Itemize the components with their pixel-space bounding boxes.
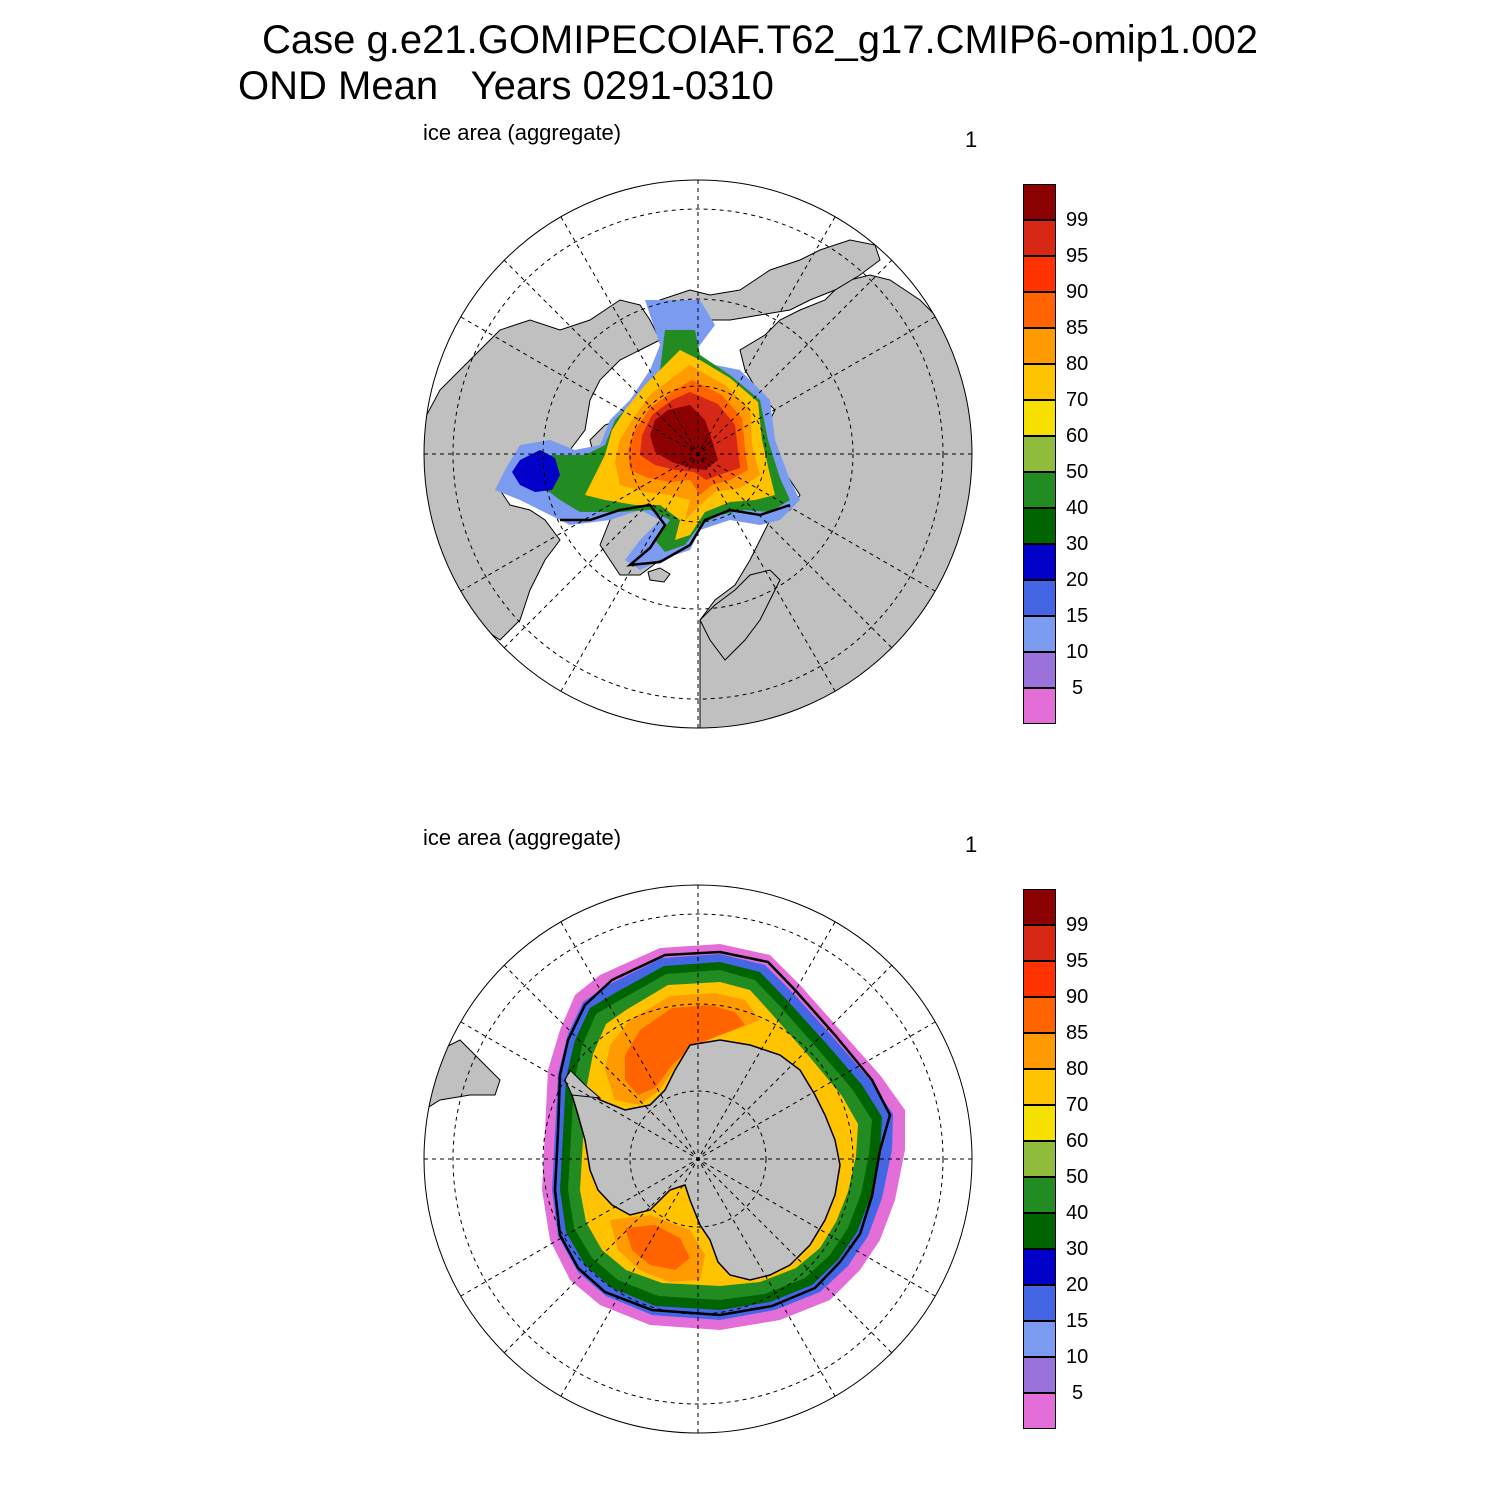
north-polar-map bbox=[423, 179, 973, 729]
south-colorbar-swatch bbox=[1023, 961, 1056, 997]
north-colorbar-tick-label: 99 bbox=[1066, 209, 1089, 231]
north-colorbar-tick-label: 85 bbox=[1066, 317, 1089, 339]
south-colorbar-swatch bbox=[1023, 997, 1056, 1033]
north-colorbar-swatch bbox=[1023, 436, 1056, 472]
south-observed-ice-edge bbox=[553, 950, 892, 1317]
south-colorbar-swatch bbox=[1023, 1177, 1056, 1213]
south-colorbar-tick-label: 50 bbox=[1066, 1166, 1089, 1188]
north-ice-hudson-bay bbox=[512, 450, 560, 492]
north-colorbar-tick-label: 50 bbox=[1066, 461, 1089, 483]
north-colorbar-swatch bbox=[1023, 184, 1056, 220]
north-colorbar-swatch bbox=[1023, 580, 1056, 616]
north-map-border bbox=[423, 179, 973, 729]
north-colorbar-swatch bbox=[1023, 508, 1056, 544]
north-land-scandinavia bbox=[699, 569, 781, 661]
north-colorbar-swatch bbox=[1023, 364, 1056, 400]
north-colorbar-tick-label: 20 bbox=[1066, 569, 1089, 591]
south-colorbar-tick-label: 10 bbox=[1066, 1346, 1089, 1368]
north-land-iceland bbox=[647, 567, 671, 583]
south-colorbar-swatch bbox=[1023, 1321, 1056, 1357]
south-colorbar-tick-label: 85 bbox=[1066, 1022, 1089, 1044]
south-colorbar-tick-label: 90 bbox=[1066, 986, 1089, 1008]
south-colorbar-tick-label: 99 bbox=[1066, 914, 1089, 936]
south-ice-band-weddell-red bbox=[625, 1225, 690, 1270]
south-graticule bbox=[424, 885, 972, 1433]
south-colorbar-tick-label: 20 bbox=[1066, 1274, 1089, 1296]
north-colorbar-swatch bbox=[1023, 544, 1056, 580]
south-colorbar-tick-label: 95 bbox=[1066, 950, 1089, 972]
north-panel-units-label: 1 bbox=[965, 127, 978, 152]
south-colorbar-tick-label: 30 bbox=[1066, 1238, 1089, 1260]
south-colorbar-swatch bbox=[1023, 1141, 1056, 1177]
north-land-north-america bbox=[424, 299, 661, 641]
south-colorbar-swatch bbox=[1023, 1069, 1056, 1105]
north-colorbar-swatch bbox=[1023, 292, 1056, 328]
north-panel-variable-label: ice area (aggregate) bbox=[423, 120, 622, 145]
north-colorbar-tick-label: 10 bbox=[1066, 641, 1089, 663]
north-colorbar-swatch bbox=[1023, 256, 1056, 292]
north-colorbar-tick-label: 5 bbox=[1072, 677, 1084, 699]
north-colorbar-tick-label: 80 bbox=[1066, 353, 1089, 375]
south-ice-band-red bbox=[625, 1005, 745, 1095]
south-polar-map bbox=[423, 884, 973, 1434]
south-colorbar-swatch bbox=[1023, 1213, 1056, 1249]
south-colorbar-tick-label: 70 bbox=[1066, 1094, 1089, 1116]
south-colorbar-tick-label: 40 bbox=[1066, 1202, 1089, 1224]
south-colorbar-tick-label: 60 bbox=[1066, 1130, 1089, 1152]
south-colorbar-swatch bbox=[1023, 1357, 1056, 1393]
north-graticule bbox=[424, 180, 972, 728]
south-colorbar-tick-label: 15 bbox=[1066, 1310, 1089, 1332]
south-colorbar-swatch bbox=[1023, 1033, 1056, 1069]
south-colorbar-swatch bbox=[1023, 925, 1056, 961]
north-colorbar-tick-label: 40 bbox=[1066, 497, 1089, 519]
north-colorbar-swatch bbox=[1023, 688, 1056, 724]
north-colorbar-swatch bbox=[1023, 616, 1056, 652]
south-colorbar-swatch bbox=[1023, 1285, 1056, 1321]
south-colorbar-swatch bbox=[1023, 1105, 1056, 1141]
north-colorbar-tick-label: 90 bbox=[1066, 281, 1089, 303]
north-colorbar-tick-label: 70 bbox=[1066, 389, 1089, 411]
south-colorbar-swatch bbox=[1023, 889, 1056, 925]
north-colorbar-tick-label: 60 bbox=[1066, 425, 1089, 447]
south-map-border bbox=[423, 884, 973, 1434]
north-colorbar-tick-label: 15 bbox=[1066, 605, 1089, 627]
south-panel-units-label: 1 bbox=[965, 832, 978, 857]
south-colorbar-swatch bbox=[1023, 1249, 1056, 1285]
south-colorbar-tick-label: 80 bbox=[1066, 1058, 1089, 1080]
south-colorbar-swatch bbox=[1023, 1393, 1056, 1429]
south-panel-variable-label: ice area (aggregate) bbox=[423, 825, 622, 850]
north-colorbar-swatch bbox=[1023, 328, 1056, 364]
north-colorbar-tick-label: 30 bbox=[1066, 533, 1089, 555]
figure-title-case: Case g.e21.GOMIPECOIAF.T62_g17.CMIP6-omi… bbox=[262, 18, 1259, 62]
north-colorbar-swatch bbox=[1023, 652, 1056, 688]
north-colorbar-swatch bbox=[1023, 472, 1056, 508]
north-colorbar-tick-label: 95 bbox=[1066, 245, 1089, 267]
north-observed-ice-edge bbox=[560, 503, 791, 567]
south-colorbar-tick-label: 5 bbox=[1072, 1382, 1084, 1404]
north-colorbar-swatch bbox=[1023, 400, 1056, 436]
north-colorbar-swatch bbox=[1023, 220, 1056, 256]
figure-title-period: OND Mean Years 0291-0310 bbox=[238, 64, 774, 108]
